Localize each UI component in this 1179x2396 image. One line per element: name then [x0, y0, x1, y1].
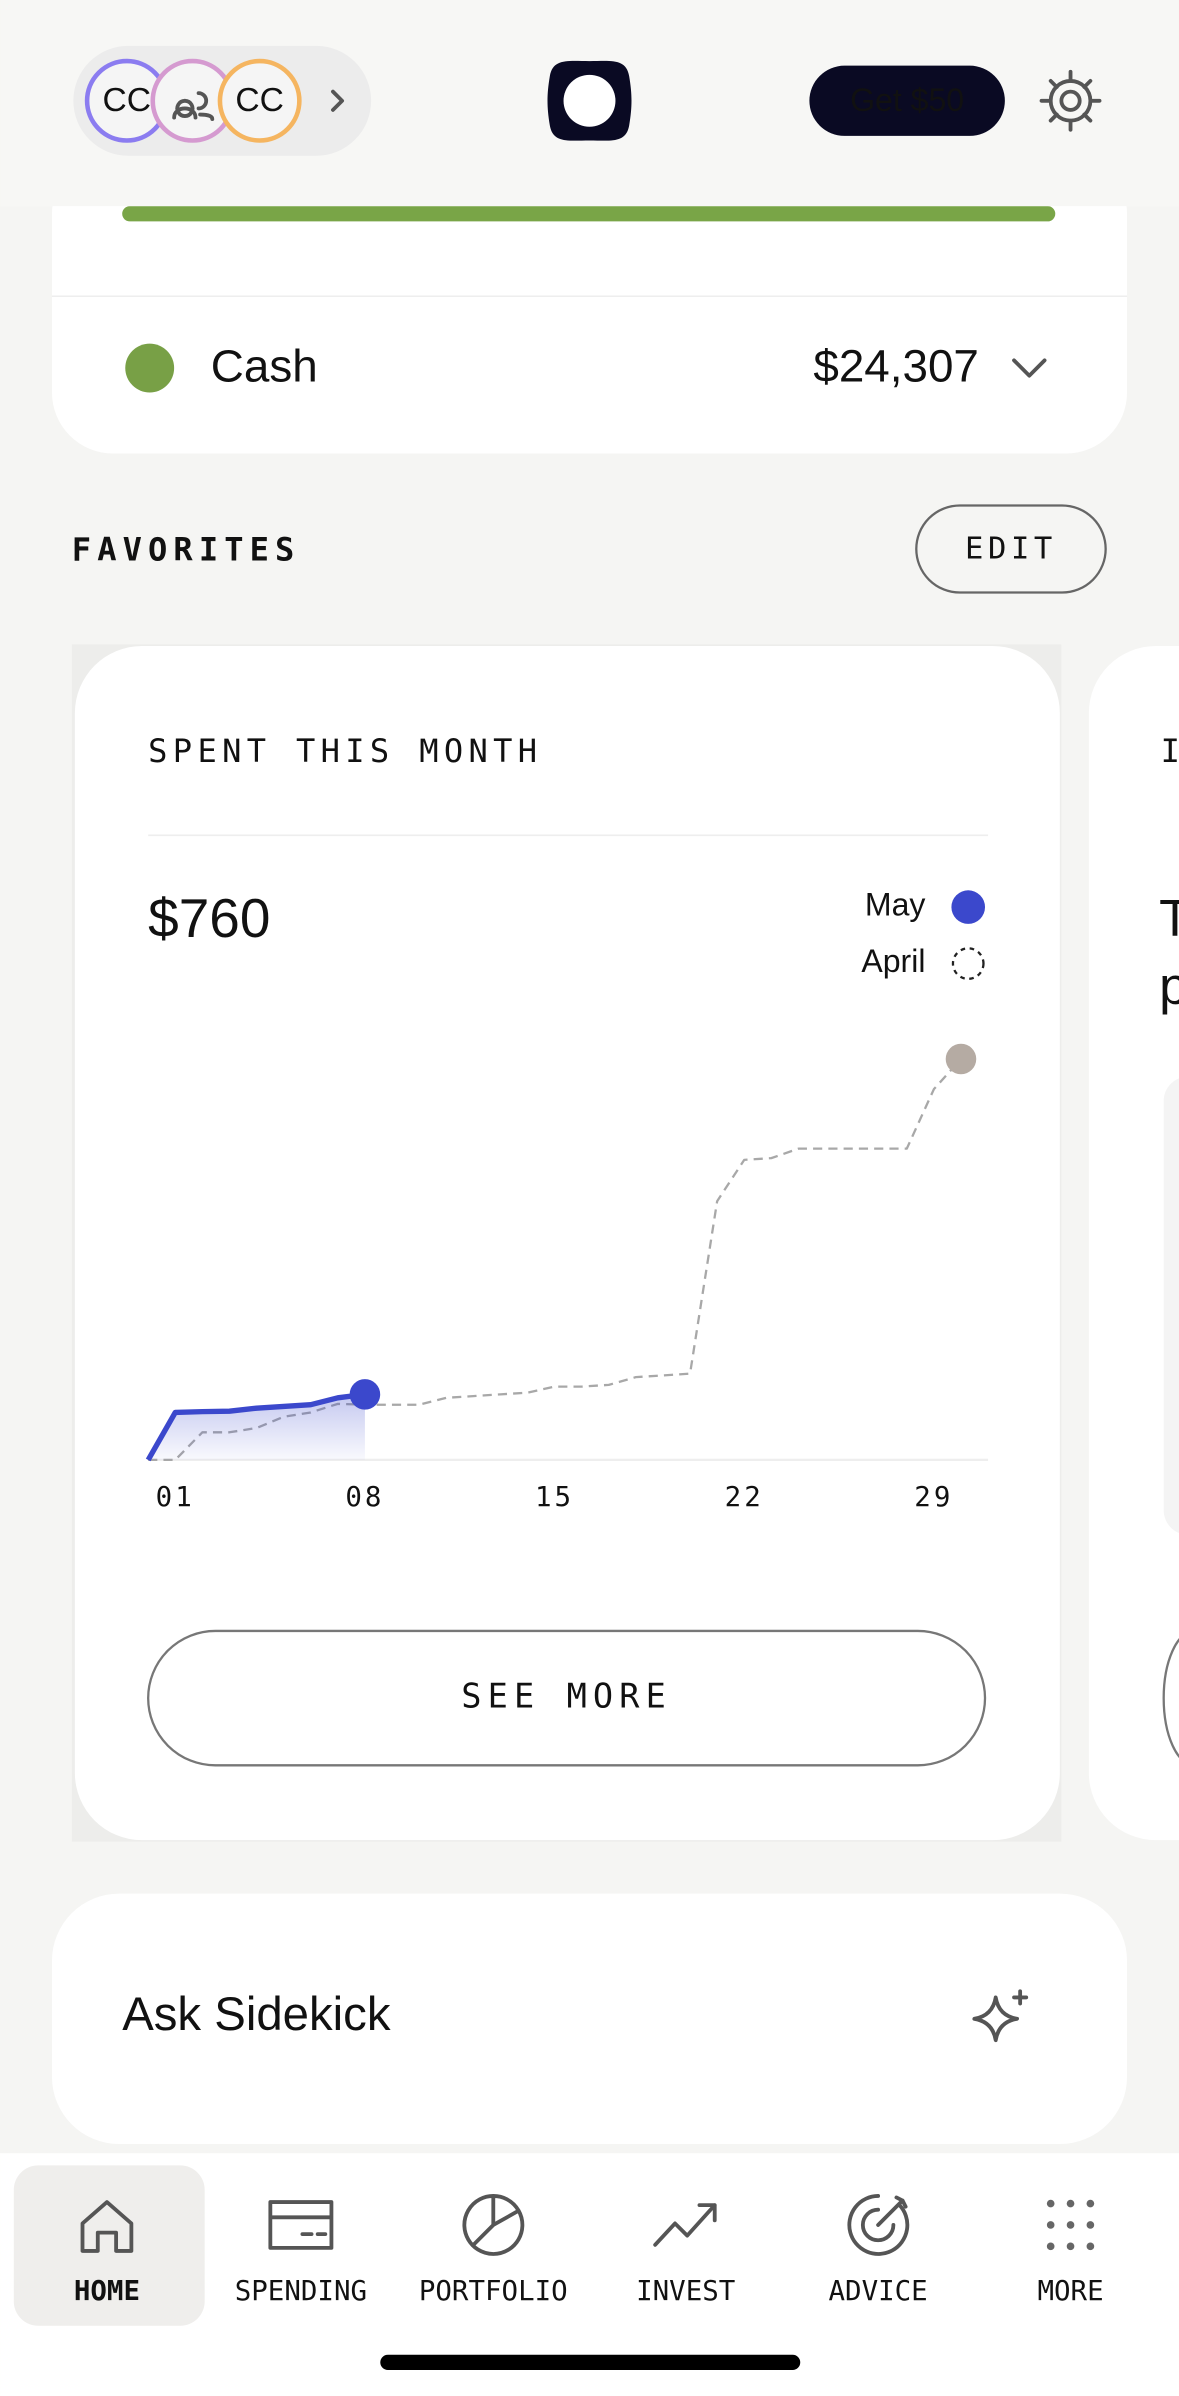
logo: [547, 60, 632, 141]
chevron-right: [331, 89, 345, 112]
people-icon: [172, 91, 215, 122]
area: [148, 1394, 365, 1460]
tab-label[interactable]: MORE: [1037, 2275, 1103, 2307]
tab-label[interactable]: SPENDING: [235, 2275, 367, 2307]
active-tab-bg: [13, 2165, 205, 2326]
legend-label: May: [865, 887, 926, 923]
tab-label[interactable]: ADVICE: [829, 2275, 928, 2307]
chevron-down: [1012, 358, 1047, 378]
card-title: I: [1161, 732, 1179, 770]
portfolio-icon: [462, 2194, 525, 2256]
x-tick-label: 01: [156, 1481, 195, 1513]
tab-label[interactable]: INVEST: [636, 2275, 735, 2307]
card-button[interactable]: [1162, 1631, 1179, 1765]
spending-chart: 01 08 15 22 29 May April: [145, 887, 989, 1513]
legend-label: April: [861, 943, 925, 979]
accounts-card: [51, 152, 1128, 454]
x-tick-label: 15: [535, 1481, 574, 1513]
x-tick-label: 22: [725, 1481, 764, 1513]
referral-label: Get $50: [850, 82, 964, 118]
card-text: p: [1159, 957, 1179, 1015]
sparkle-icon: [972, 1989, 1029, 2043]
avatar: [217, 58, 302, 143]
progress-bar: [122, 206, 1056, 222]
avatar-initials: CC: [235, 82, 284, 119]
end-point: [945, 1043, 977, 1075]
advice-icon: [847, 2194, 910, 2256]
edit-button[interactable]: EDIT: [915, 504, 1107, 594]
tab-label[interactable]: HOME: [74, 2275, 140, 2307]
spending-icon: [268, 2200, 334, 2250]
see-more-label: SEE MORE: [461, 1677, 672, 1716]
profile-switcher[interactable]: CC CC: [73, 45, 372, 156]
card-panel: [1163, 1078, 1179, 1533]
end-point: [349, 1379, 381, 1410]
tab-label[interactable]: PORTFOLIO: [419, 2275, 568, 2307]
spent-amount: $760: [148, 887, 270, 949]
invest-icon: [653, 2203, 717, 2247]
edit-label: EDIT: [965, 531, 1057, 566]
section-title: FAVORITES: [72, 530, 301, 568]
card-text: T: [1159, 890, 1179, 948]
legend-swatch: [951, 947, 985, 981]
cash-row[interactable]: Cash $24,307: [125, 341, 1047, 393]
cash-amount: $24,307: [813, 341, 979, 392]
see-more-button[interactable]: SEE MORE: [147, 1629, 987, 1767]
next-card[interactable]: [1088, 645, 1179, 1841]
spent-card[interactable]: [74, 645, 1060, 1841]
x-tick-label: 29: [914, 1481, 953, 1513]
more-icon: [1046, 2199, 1095, 2251]
cash-label: Cash: [211, 341, 318, 392]
referral-button[interactable]: Get $50: [809, 65, 1005, 136]
tab-items: HOME SPENDING PORTFOLIO INVEST ADVICE MORE: [74, 2194, 1104, 2307]
home-indicator: [380, 2354, 801, 2371]
home-icon: [80, 2200, 134, 2253]
card-title: SPENT THIS MONTH: [148, 732, 542, 770]
settings-button[interactable]: [1039, 69, 1102, 132]
sidekick-card[interactable]: Ask Sidekick: [51, 1893, 1128, 2145]
cash-dot: [125, 343, 175, 393]
avatar-initials: CC: [103, 82, 152, 119]
x-tick-label: 08: [345, 1481, 384, 1513]
sidekick-label: Ask Sidekick: [122, 1988, 391, 2041]
line: [145, 1391, 366, 1462]
legend-swatch: [951, 890, 986, 924]
